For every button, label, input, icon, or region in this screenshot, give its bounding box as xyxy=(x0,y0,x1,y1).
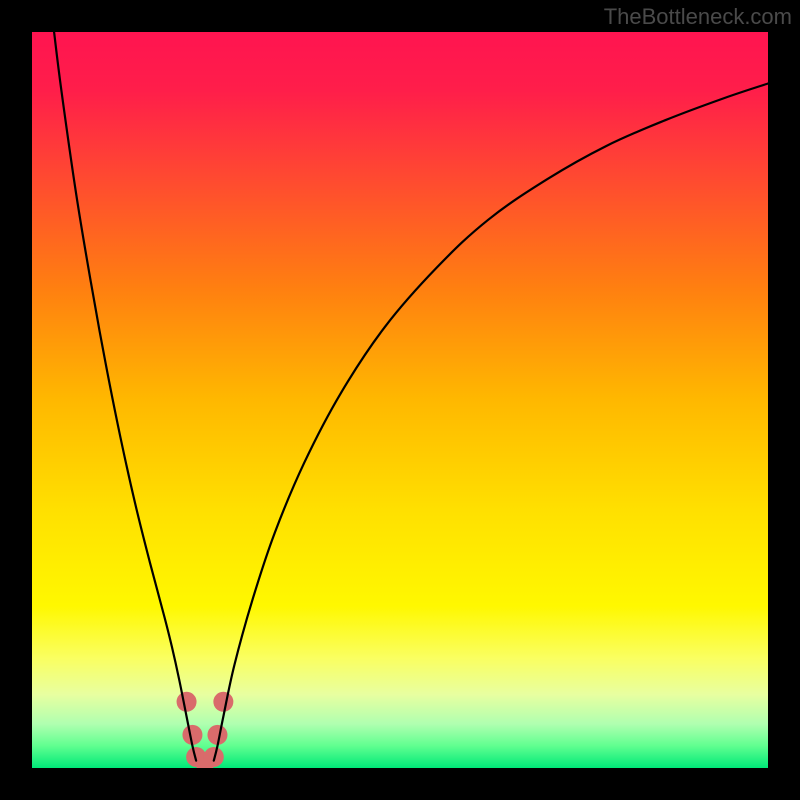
curve-layer xyxy=(32,32,768,768)
right-branch-curve xyxy=(214,84,768,761)
left-branch-curve xyxy=(54,32,196,761)
plot-area xyxy=(32,32,768,768)
watermark-text: TheBottleneck.com xyxy=(604,4,792,30)
marker-group xyxy=(177,692,234,768)
chart-container: TheBottleneck.com xyxy=(0,0,800,800)
marker-dot xyxy=(213,692,233,712)
marker-dot xyxy=(177,692,197,712)
